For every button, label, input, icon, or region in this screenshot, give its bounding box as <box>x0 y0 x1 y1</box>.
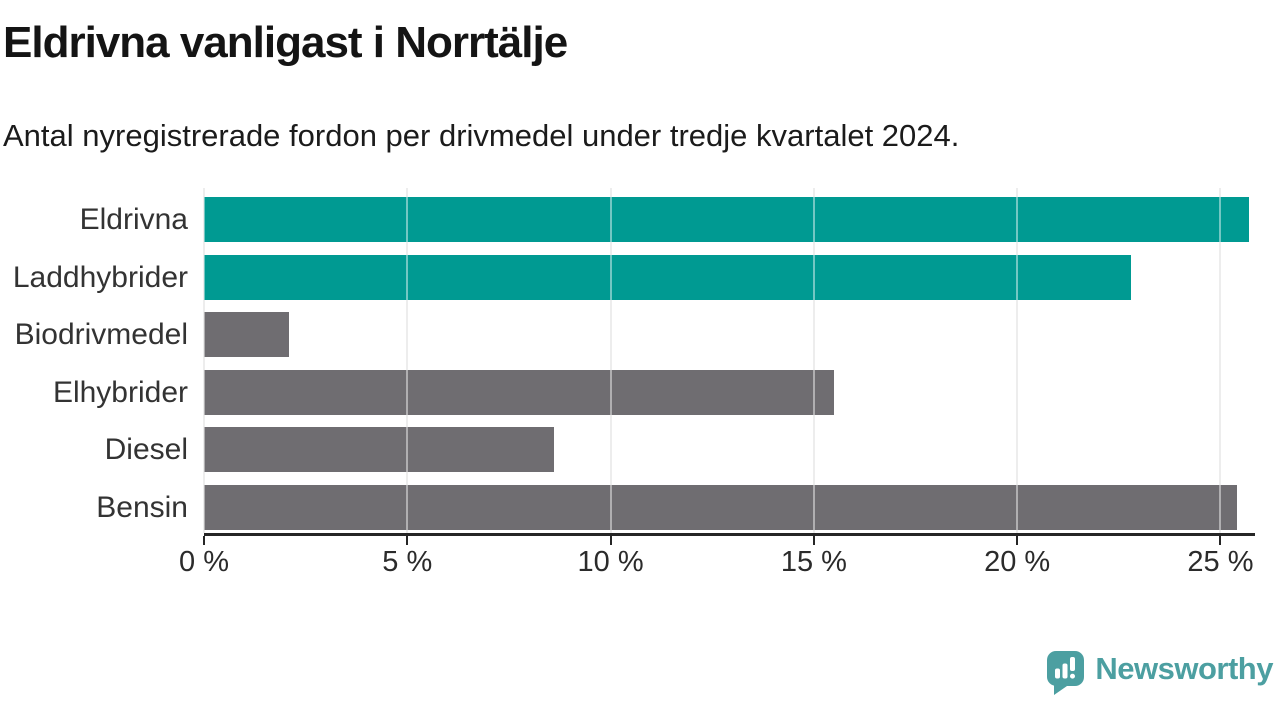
plot-area <box>203 188 1253 533</box>
newsworthy-logo-text: Newsworthy <box>1095 651 1273 686</box>
x-tick-label: 15 % <box>780 546 847 578</box>
category-label: Biodrivmedel <box>14 318 188 352</box>
gridline-overlay <box>203 188 205 533</box>
gridline <box>812 188 815 533</box>
gridline-overlay <box>609 188 612 533</box>
gridline-overlay <box>406 188 409 533</box>
x-tick-mark <box>1016 536 1019 545</box>
x-tick-mark <box>1219 536 1222 545</box>
x-axis-line <box>204 533 1255 536</box>
category-labels: Eldrivna Laddhybrider Biodrivmedel Elhybrid… <box>0 188 188 533</box>
x-tick-label: 25 % <box>1187 546 1254 578</box>
gridline <box>609 188 612 533</box>
category-label: Elhybrider <box>52 375 188 409</box>
gridline-overlay <box>1016 188 1019 533</box>
x-tick-label: 5 % <box>382 546 433 578</box>
bar-diesel <box>204 427 554 473</box>
bar-bensin <box>204 485 1237 530</box>
x-tick-mark <box>406 536 409 545</box>
category-label: Laddhybrider <box>12 260 188 294</box>
x-tick-label: 10 % <box>577 546 644 578</box>
x-tick-mark <box>609 536 612 545</box>
bar-elhybrider <box>204 369 835 415</box>
x-tick-label: 20 % <box>984 546 1051 578</box>
x-tick-label: 0 % <box>179 546 229 578</box>
chart-subtitle: Antal nyregistrerade fordon per drivmede… <box>3 118 960 153</box>
bar-eldrivna <box>204 197 1249 242</box>
newsworthy-speech-bubble-icon <box>1047 651 1085 695</box>
bar-chart: Eldrivna Laddhybrider Biodrivmedel Elhybrid… <box>0 188 1280 588</box>
gridline <box>1219 188 1222 533</box>
gridline <box>1016 188 1019 533</box>
newsworthy-logo: Newsworthy <box>1047 651 1273 696</box>
x-tick-mark <box>203 536 205 545</box>
gridline <box>406 188 409 533</box>
category-label: Eldrivna <box>79 203 188 236</box>
category-label: Diesel <box>104 433 188 467</box>
gridline-overlay <box>812 188 815 533</box>
bar-biodrivmedel <box>204 312 290 358</box>
chart-title: Eldrivna vanligast i Norrtälje <box>3 18 568 67</box>
gridline <box>203 188 205 533</box>
category-label: Bensin <box>96 491 188 524</box>
x-tick-mark <box>812 536 815 545</box>
bar-laddhybrider <box>204 254 1132 300</box>
gridline-overlay <box>1219 188 1222 533</box>
